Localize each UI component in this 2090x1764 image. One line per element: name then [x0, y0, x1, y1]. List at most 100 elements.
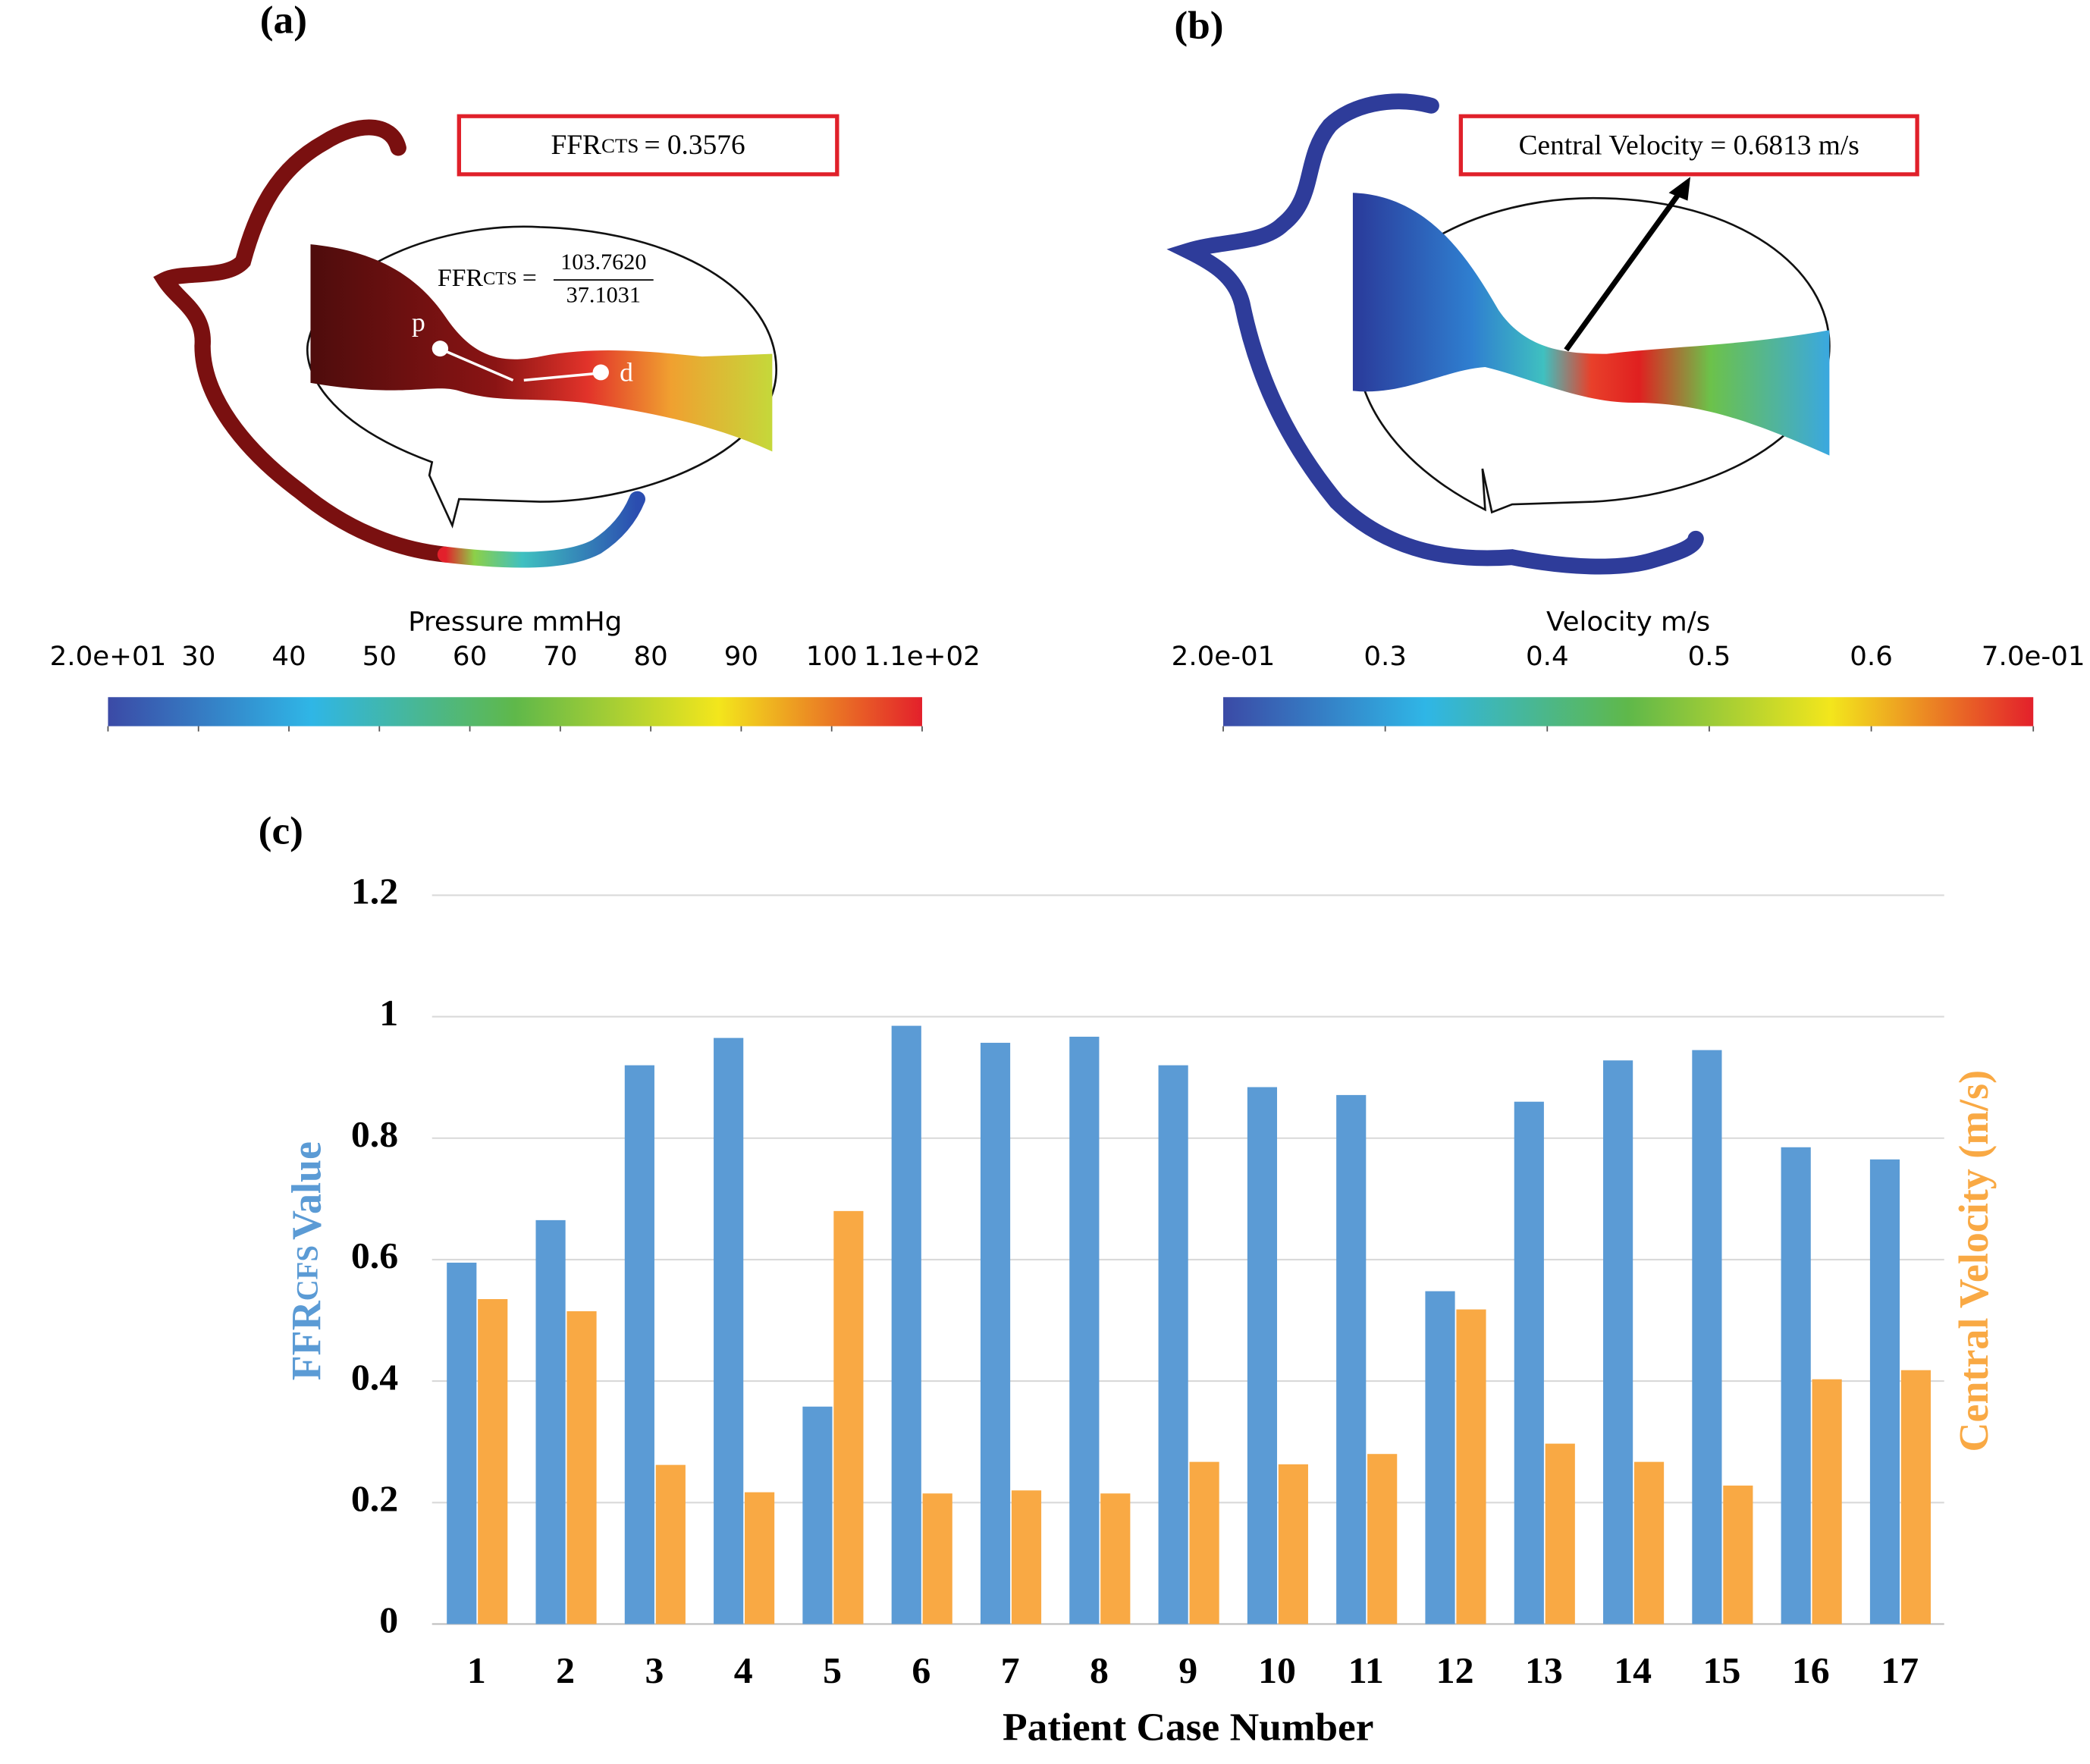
bar — [1158, 1065, 1188, 1624]
bar — [1456, 1309, 1486, 1624]
bar — [745, 1492, 775, 1624]
panel-label: (b) — [1174, 4, 1223, 47]
y-tick-label: 0 — [379, 1599, 398, 1640]
colorbar — [108, 697, 922, 727]
bar — [447, 1262, 477, 1624]
y2-axis-title: Central Velocity (m/s) — [1950, 1070, 1997, 1452]
bar — [1336, 1094, 1367, 1624]
bar — [1545, 1443, 1575, 1624]
bar — [1812, 1379, 1842, 1624]
colorbar-tick-label: 100 — [806, 641, 858, 672]
colorbar-tick-label: 0.5 — [1688, 641, 1731, 672]
colorbar — [1223, 697, 2034, 727]
bar — [1692, 1050, 1722, 1624]
x-tick-label: 5 — [823, 1649, 842, 1690]
x-axis-title: Patient Case Number — [1003, 1706, 1373, 1749]
y-tick-label: 1 — [379, 992, 398, 1033]
colorbar-title: Pressure mmHg — [408, 607, 622, 638]
panel-label: (c) — [259, 809, 303, 852]
x-tick-label: 6 — [912, 1649, 930, 1690]
bar — [566, 1311, 597, 1624]
colorbar-tick-label: 1.1e+02 — [864, 641, 981, 672]
x-tick-label: 4 — [734, 1649, 753, 1690]
bar — [1781, 1147, 1811, 1624]
formula-denominator: 37.1031 — [566, 283, 641, 308]
bar — [1900, 1370, 1932, 1624]
bar — [1189, 1461, 1219, 1624]
annotation-box-text-rest: = 0.3576 — [644, 130, 745, 161]
bar — [1247, 1087, 1278, 1624]
bar — [655, 1464, 686, 1624]
x-tick-label: 8 — [1090, 1649, 1109, 1690]
x-tick-label: 1 — [467, 1649, 486, 1690]
colorbar-tick-label: 60 — [453, 641, 487, 672]
x-tick-label: 14 — [1614, 1649, 1652, 1690]
formula-rest: = — [522, 264, 537, 292]
bar — [1069, 1037, 1100, 1624]
y-axis-title: FFRCFS Value — [283, 1141, 330, 1380]
colorbar-tick-label: 40 — [271, 641, 306, 672]
x-tick-label: 7 — [1001, 1649, 1020, 1690]
x-tick-label: 16 — [1792, 1649, 1830, 1690]
colorbar-tick-label: 90 — [724, 641, 758, 672]
bar — [1633, 1461, 1665, 1624]
y-axis-title-sub: CFS — [290, 1245, 324, 1301]
colorbar-tick-label: 0.4 — [1526, 641, 1569, 672]
annotation-box-text-sub: CTS — [601, 134, 639, 157]
x-tick-label: 11 — [1348, 1649, 1384, 1690]
y-axis-title-rest: Value — [283, 1141, 330, 1240]
colorbar-tick-label: 2.0e+01 — [50, 641, 167, 672]
formula-sub: CTS — [483, 269, 517, 289]
bar — [1100, 1493, 1131, 1624]
bar — [1603, 1060, 1633, 1624]
y-tick-label: 1.2 — [351, 871, 398, 912]
colorbar-tick-label: 70 — [543, 641, 577, 672]
colorbar-tick-label: 80 — [633, 641, 667, 672]
bar — [802, 1406, 833, 1624]
vessel-b — [1166, 93, 1919, 575]
formula-numerator: 103.7620 — [560, 250, 646, 275]
x-tick-label: 9 — [1178, 1649, 1197, 1690]
x-tick-label: 17 — [1881, 1649, 1919, 1690]
bar — [1278, 1464, 1308, 1624]
colorbar-tick-label: 0.6 — [1850, 641, 1893, 672]
colorbar-tick-label: 2.0e-01 — [1172, 641, 1276, 672]
x-tick-label: 10 — [1258, 1649, 1296, 1690]
x-tick-label: 15 — [1703, 1649, 1741, 1690]
y-tick-label: 0.4 — [351, 1357, 398, 1398]
bar — [1723, 1485, 1753, 1624]
colorbar-tick-label: 0.3 — [1364, 641, 1407, 672]
bar — [535, 1219, 566, 1624]
bar — [624, 1065, 654, 1624]
bar — [833, 1210, 864, 1624]
bar — [1367, 1454, 1398, 1624]
bar — [891, 1025, 921, 1624]
vessel-a — [153, 114, 839, 568]
annotation-box-text: Central Velocity = 0.6813 m/s — [1519, 130, 1859, 161]
y-tick-label: 0.8 — [351, 1113, 398, 1154]
formula-main: FFR — [438, 264, 484, 292]
bar — [1011, 1490, 1042, 1624]
bar — [980, 1043, 1011, 1624]
annotation-box-text-main: FFR — [551, 130, 601, 161]
annotation-box-text: FFRCTS = 0.3576 — [551, 130, 745, 161]
x-tick-label: 3 — [645, 1649, 664, 1690]
x-tick-label: 2 — [556, 1649, 575, 1690]
bar — [1514, 1101, 1544, 1624]
point-label: d — [620, 358, 633, 388]
bar — [922, 1493, 952, 1624]
x-tick-label: 13 — [1525, 1649, 1563, 1690]
colorbar-tick-label: 30 — [181, 641, 215, 672]
panel-label: (a) — [260, 0, 307, 42]
point-label: p — [412, 308, 425, 337]
bar — [1869, 1159, 1900, 1624]
y-tick-label: 0.6 — [351, 1235, 398, 1276]
colorbar-tick-label: 7.0e-01 — [1982, 641, 2085, 672]
bar — [714, 1037, 744, 1624]
y-tick-label: 0.2 — [351, 1478, 398, 1519]
formula: FFRCTS = — [438, 264, 537, 292]
y-axis-title-main: FFR — [283, 1301, 330, 1380]
x-tick-label: 12 — [1436, 1649, 1474, 1690]
